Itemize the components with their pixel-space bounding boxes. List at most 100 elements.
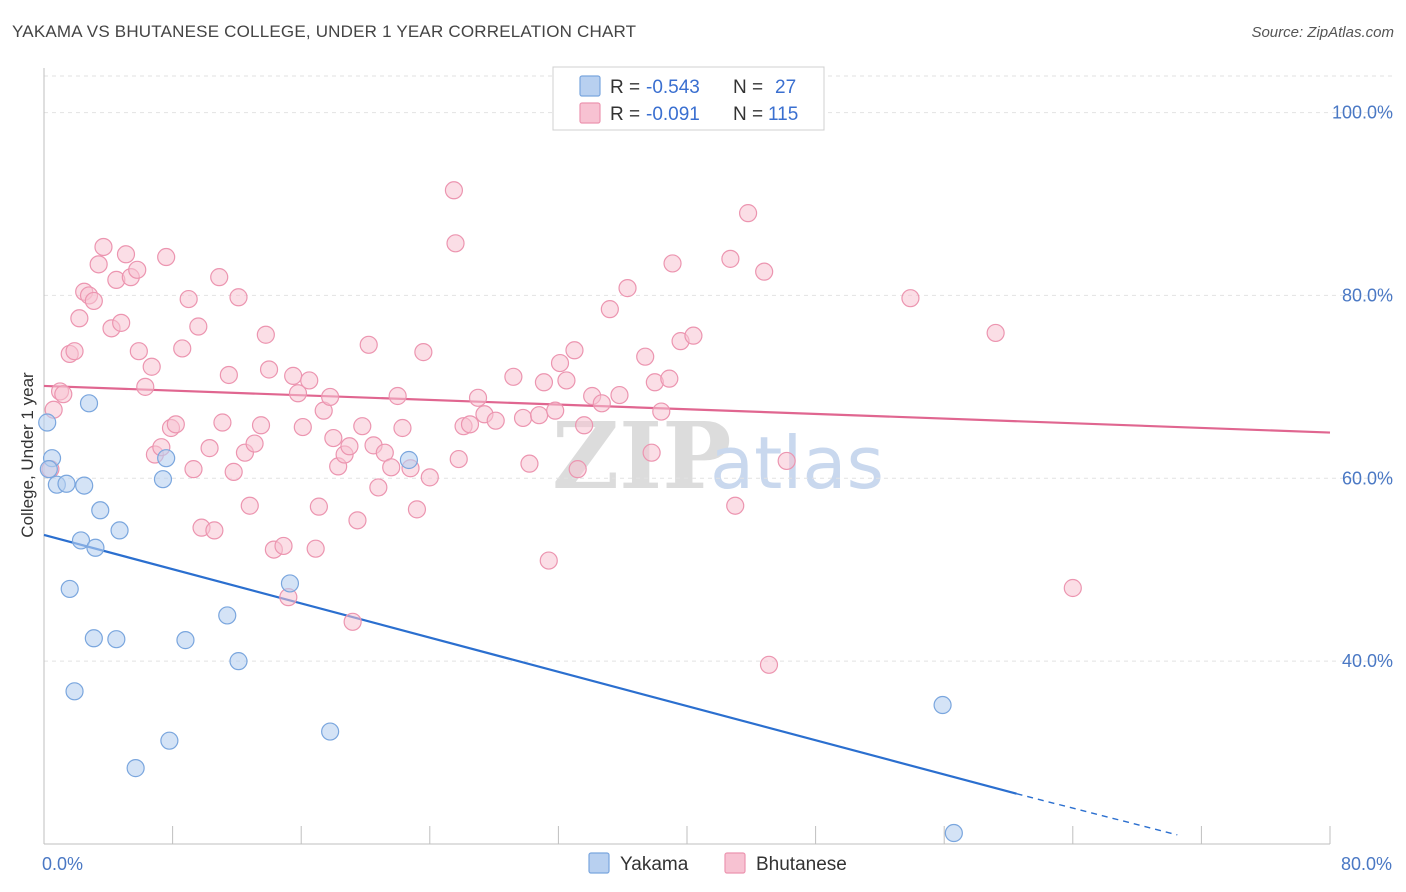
- bhutanese-point-31: [200, 439, 219, 458]
- yakama-points: [38, 394, 963, 843]
- bhutanese-point-42: [256, 325, 275, 344]
- yakama-point-11: [84, 629, 103, 648]
- yakama-point-21: [280, 574, 300, 593]
- bhutanese-point-51: [306, 539, 325, 558]
- legend-n-label-bhutanese: N =: [733, 104, 763, 125]
- bhutanese-point-90: [565, 341, 584, 360]
- yakama-point-9: [110, 521, 129, 540]
- legend-r-label-yakama: R =: [610, 77, 640, 98]
- bhutanese-point-108: [738, 204, 758, 223]
- bhutanese-point-26: [173, 339, 192, 358]
- bhutanese-point-32: [205, 521, 224, 540]
- bhutanese-point-58: [340, 437, 359, 456]
- bhutanese-point-106: [721, 249, 740, 268]
- bhutanese-point-64: [369, 478, 388, 497]
- bhutanese-point-92: [575, 416, 594, 435]
- bhutanese-point-101: [652, 402, 671, 421]
- bhutanese-point-68: [393, 418, 412, 438]
- series-legend-swatch-bhutanese: [724, 852, 746, 874]
- bhutanese-point-87: [546, 401, 565, 420]
- yakama-point-13: [176, 631, 195, 650]
- bhutanese-point-97: [618, 279, 637, 298]
- bhutanese-point-52: [309, 497, 328, 516]
- y-axis-label: College, Under 1 year: [18, 372, 37, 538]
- bhutanese-point-102: [660, 369, 679, 388]
- bhutanese-point-50: [300, 371, 319, 390]
- bhutanese-point-5: [65, 342, 84, 361]
- bhutanese-point-73: [444, 181, 464, 200]
- bhutanese-point-109: [755, 262, 774, 281]
- legend-r-label-bhutanese: R =: [610, 104, 640, 125]
- bhutanese-point-29: [189, 317, 208, 336]
- y-tick-label-40: 40.0%: [1342, 651, 1393, 671]
- bhutanese-point-66: [382, 458, 401, 477]
- bhutanese-point-48: [288, 384, 308, 403]
- bhutanese-point-14: [112, 313, 131, 332]
- legend-swatch-bhutanese: [579, 102, 601, 124]
- bhutanese-point-105: [684, 326, 703, 345]
- bhutanese-point-59: [343, 612, 362, 631]
- bhutanese-point-36: [224, 462, 243, 481]
- bhutanese-point-23: [157, 247, 176, 267]
- y-tick-labels: 40.0% 60.0% 80.0% 100.0%: [1332, 103, 1393, 672]
- bhutanese-point-47: [284, 366, 303, 385]
- legend-r-value-bhutanese: -0.091: [646, 104, 700, 125]
- bhutanese-point-3: [54, 385, 73, 404]
- bhutanese-point-62: [359, 335, 378, 354]
- yakama-point-17: [160, 731, 179, 750]
- bhutanese-point-113: [986, 323, 1005, 343]
- series-legend-label-bhutanese: Bhutanese: [756, 854, 847, 875]
- series-legend-label-yakama: Yakama: [620, 854, 689, 875]
- bhutanese-point-75: [449, 449, 468, 469]
- yakama-point-10: [60, 579, 79, 599]
- bhutanese-point-111: [777, 451, 796, 471]
- series-legend: Yakama Bhutanese: [588, 852, 847, 875]
- bhutanese-point-71: [414, 343, 433, 362]
- legend-n-value-yakama: 27: [775, 77, 796, 98]
- legend-swatch-yakama: [579, 75, 601, 97]
- bhutanese-point-89: [557, 371, 576, 390]
- yakama-point-22: [321, 722, 340, 741]
- bhutanese-point-19: [136, 377, 155, 396]
- bhutanese-point-88: [550, 353, 570, 373]
- bhutanese-point-114: [1063, 578, 1082, 598]
- bhutanese-point-96: [610, 385, 629, 405]
- yakama-point-23: [399, 450, 419, 470]
- source-attribution: Source: ZipAtlas.com: [1251, 24, 1394, 41]
- yakama-point-19: [157, 449, 176, 468]
- x-tick-label-80: 80.0%: [1341, 854, 1392, 874]
- bhutanese-point-77: [460, 415, 480, 434]
- watermark-atlas: atlas: [710, 421, 884, 505]
- bhutanese-point-82: [504, 367, 523, 386]
- bhutanese-point-20: [142, 357, 161, 376]
- watermark: ZIP atlas: [552, 402, 884, 510]
- bhutanese-point-61: [353, 417, 372, 436]
- trend-lines: [43, 384, 1331, 836]
- bhutanese-point-15: [116, 245, 136, 264]
- series-legend-swatch-yakama: [588, 852, 610, 874]
- correlation-legend: R = -0.543 N = 27 R = -0.091 N = 115: [552, 66, 825, 131]
- yakama-point-12: [107, 630, 126, 649]
- bhutanese-point-78: [468, 388, 488, 407]
- bhutanese-point-84: [530, 406, 549, 425]
- yakama-point-6: [91, 501, 110, 520]
- bhutanese-point-17: [128, 260, 147, 279]
- yakama-point-24: [933, 695, 952, 715]
- bhutanese-point-49: [293, 417, 312, 437]
- yakama-point-5: [79, 394, 99, 413]
- yakama-point-20: [153, 470, 173, 489]
- bhutanese-point-60: [348, 511, 367, 530]
- bhutanese-point-99: [642, 443, 661, 462]
- bhutanese-point-10: [89, 255, 108, 274]
- x-tick-label-0: 0.0%: [42, 854, 83, 874]
- bhutanese-point-86: [539, 551, 558, 570]
- chart-title: YAKAMA VS BHUTANESE COLLEGE, UNDER 1 YEA…: [12, 22, 637, 41]
- bhutanese-point-6: [70, 309, 89, 328]
- bhutanese-point-11: [94, 237, 113, 257]
- grid-lines: [44, 75, 1392, 662]
- yakama-point-8: [86, 538, 105, 557]
- trend-line-bhutanese: [43, 384, 1331, 434]
- bhutanese-point-33: [210, 268, 229, 287]
- yakama-point-4: [75, 476, 94, 495]
- y-tick-label-60: 60.0%: [1342, 468, 1393, 488]
